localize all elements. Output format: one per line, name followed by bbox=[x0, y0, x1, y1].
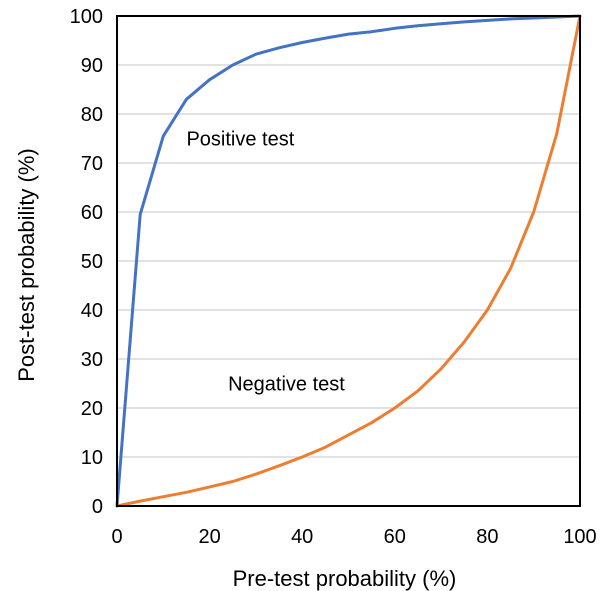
annotations: Positive test Negative test bbox=[186, 129, 345, 396]
x-tick-label: 40 bbox=[291, 526, 313, 548]
y-tick-label: 90 bbox=[81, 55, 103, 77]
x-tick-label: 80 bbox=[476, 526, 498, 548]
y-tick-label: 10 bbox=[81, 447, 103, 469]
y-tick-label: 30 bbox=[81, 349, 103, 371]
y-tick-label: 80 bbox=[81, 104, 103, 126]
y-tick-labels: 0 10 20 30 40 50 60 70 80 90 100 bbox=[70, 6, 103, 518]
x-tick-label: 100 bbox=[563, 526, 596, 548]
y-tick-label: 20 bbox=[81, 398, 103, 420]
y-tick-label: 100 bbox=[70, 6, 103, 28]
y-tick-label: 70 bbox=[81, 153, 103, 175]
x-axis-title: Pre-test probability (%) bbox=[233, 566, 457, 591]
x-tick-label: 20 bbox=[198, 526, 220, 548]
series-line-2 bbox=[115, 14, 582, 508]
gridlines bbox=[117, 64, 580, 458]
y-tick-label: 0 bbox=[92, 496, 103, 518]
y-tick-label: 60 bbox=[81, 202, 103, 224]
annotation-label: Negative test bbox=[228, 374, 345, 396]
x-tick-label: 0 bbox=[111, 526, 122, 548]
annotation-label: Positive test bbox=[186, 129, 294, 151]
y-tick-label: 50 bbox=[81, 251, 103, 273]
x-tick-labels: 0 20 40 60 80 100 bbox=[111, 526, 596, 548]
plot-frame bbox=[116, 15, 581, 507]
y-tick-label: 40 bbox=[81, 300, 103, 322]
x-tick-label: 60 bbox=[384, 526, 406, 548]
series-lines bbox=[115, 14, 582, 508]
series-line-1 bbox=[115, 14, 582, 508]
y-axis-title: Post-test probability (%) bbox=[14, 148, 39, 382]
